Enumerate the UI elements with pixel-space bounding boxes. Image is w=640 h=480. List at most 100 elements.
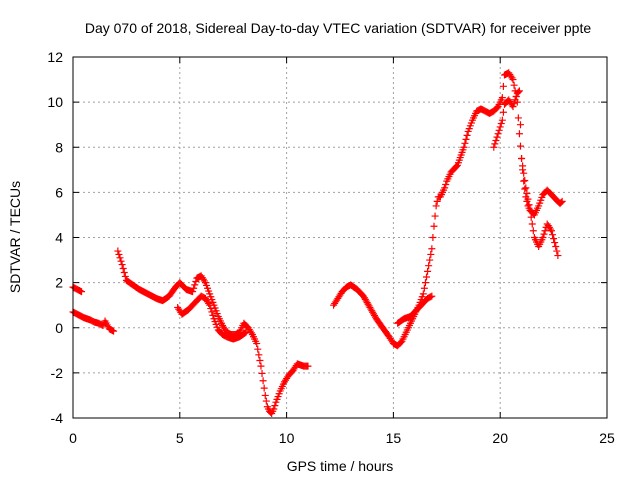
data-point bbox=[546, 225, 554, 233]
data-point bbox=[495, 126, 503, 134]
x-axis-label: GPS time / hours bbox=[287, 458, 394, 474]
data-point bbox=[207, 305, 215, 313]
data-point bbox=[521, 177, 529, 185]
data-point bbox=[420, 284, 428, 292]
data-point bbox=[192, 277, 200, 285]
data-point bbox=[526, 206, 534, 214]
data-point bbox=[509, 76, 517, 84]
data-point bbox=[499, 108, 507, 116]
data-point bbox=[242, 328, 250, 336]
data-point bbox=[497, 120, 505, 128]
series-ppte-g bbox=[490, 87, 562, 260]
data-point bbox=[514, 88, 522, 96]
data-point bbox=[519, 162, 527, 170]
data-point bbox=[557, 199, 565, 207]
data-point bbox=[259, 377, 267, 385]
data-point bbox=[206, 301, 214, 309]
data-point bbox=[510, 99, 518, 107]
y-tick-label: 4 bbox=[55, 230, 63, 246]
x-tick-label: 0 bbox=[69, 430, 77, 446]
x-tick-label: 20 bbox=[492, 430, 508, 446]
grid bbox=[73, 57, 607, 418]
data-point bbox=[528, 220, 536, 228]
y-tick-label: -4 bbox=[51, 410, 64, 426]
y-axis-label: SDTVAR / TECUs bbox=[7, 181, 23, 293]
data-point bbox=[554, 252, 562, 260]
data-point bbox=[78, 288, 86, 296]
data-point bbox=[516, 142, 524, 150]
data-point bbox=[114, 247, 122, 255]
data-point bbox=[520, 169, 528, 177]
data-point bbox=[110, 327, 118, 335]
data-point bbox=[433, 197, 441, 205]
series-ppte-c bbox=[114, 247, 312, 417]
data-point bbox=[261, 391, 269, 399]
data-point bbox=[493, 133, 501, 141]
data-point bbox=[496, 123, 504, 131]
data-point bbox=[425, 262, 433, 270]
data-point bbox=[189, 288, 197, 296]
data-point bbox=[508, 74, 516, 82]
data-point bbox=[515, 130, 523, 138]
data-point bbox=[494, 130, 502, 138]
data-point bbox=[510, 81, 518, 89]
data-point bbox=[304, 362, 312, 370]
data-point bbox=[529, 227, 537, 235]
data-point bbox=[547, 227, 555, 235]
data-point bbox=[205, 299, 213, 307]
axes: 0 5 10 15 20 25 -4 -2 0 2 4 6 8 10 12 bbox=[47, 49, 615, 446]
data-point bbox=[200, 277, 208, 285]
data-point bbox=[512, 92, 520, 100]
data-point bbox=[271, 402, 279, 410]
data-point bbox=[191, 281, 199, 289]
data-point bbox=[255, 351, 263, 359]
data-point bbox=[208, 308, 216, 316]
data-point bbox=[453, 162, 461, 170]
series-ppte-b bbox=[69, 308, 118, 335]
data-point bbox=[421, 279, 429, 287]
data-point bbox=[523, 190, 531, 198]
y-tick-label: 8 bbox=[55, 139, 63, 155]
y-tick-label: 6 bbox=[55, 184, 63, 200]
data-point bbox=[190, 284, 198, 292]
data-point bbox=[118, 261, 126, 269]
data-point bbox=[540, 230, 548, 238]
data-point bbox=[117, 257, 125, 265]
data-point bbox=[490, 143, 498, 151]
data-point bbox=[498, 94, 506, 102]
data-point bbox=[515, 87, 523, 95]
x-tick-label: 5 bbox=[176, 430, 184, 446]
data-point bbox=[426, 256, 434, 264]
data-point bbox=[260, 384, 268, 392]
data-point bbox=[424, 267, 432, 275]
data-point bbox=[241, 329, 249, 337]
y-tick-label: -2 bbox=[51, 365, 64, 381]
data-point bbox=[419, 290, 427, 298]
data-point bbox=[509, 103, 517, 111]
data-point bbox=[511, 96, 519, 104]
data-point bbox=[254, 345, 262, 353]
data-point bbox=[431, 212, 439, 220]
y-tick-label: 10 bbox=[47, 94, 63, 110]
data-point bbox=[121, 272, 129, 280]
y-tick-label: 0 bbox=[55, 320, 63, 336]
data-point bbox=[539, 234, 547, 241]
data-point bbox=[516, 121, 524, 129]
data-point bbox=[428, 292, 436, 300]
data-point bbox=[551, 239, 559, 247]
series-ppte-d bbox=[174, 292, 250, 343]
chart-title: Day 070 of 2018, Sidereal Day-to-day VTE… bbox=[85, 20, 592, 36]
series-ppte-f bbox=[394, 292, 436, 327]
data-point bbox=[119, 265, 127, 273]
data-point bbox=[253, 340, 261, 348]
data-point bbox=[115, 250, 123, 258]
data-point bbox=[549, 231, 557, 239]
y-tick-label: 2 bbox=[55, 275, 63, 291]
plot-frame bbox=[72, 56, 608, 419]
data-point bbox=[430, 222, 438, 230]
data-point bbox=[527, 213, 535, 221]
data-point bbox=[209, 311, 217, 319]
data-point bbox=[492, 136, 500, 144]
data-point bbox=[552, 243, 560, 251]
data-point bbox=[462, 135, 470, 143]
